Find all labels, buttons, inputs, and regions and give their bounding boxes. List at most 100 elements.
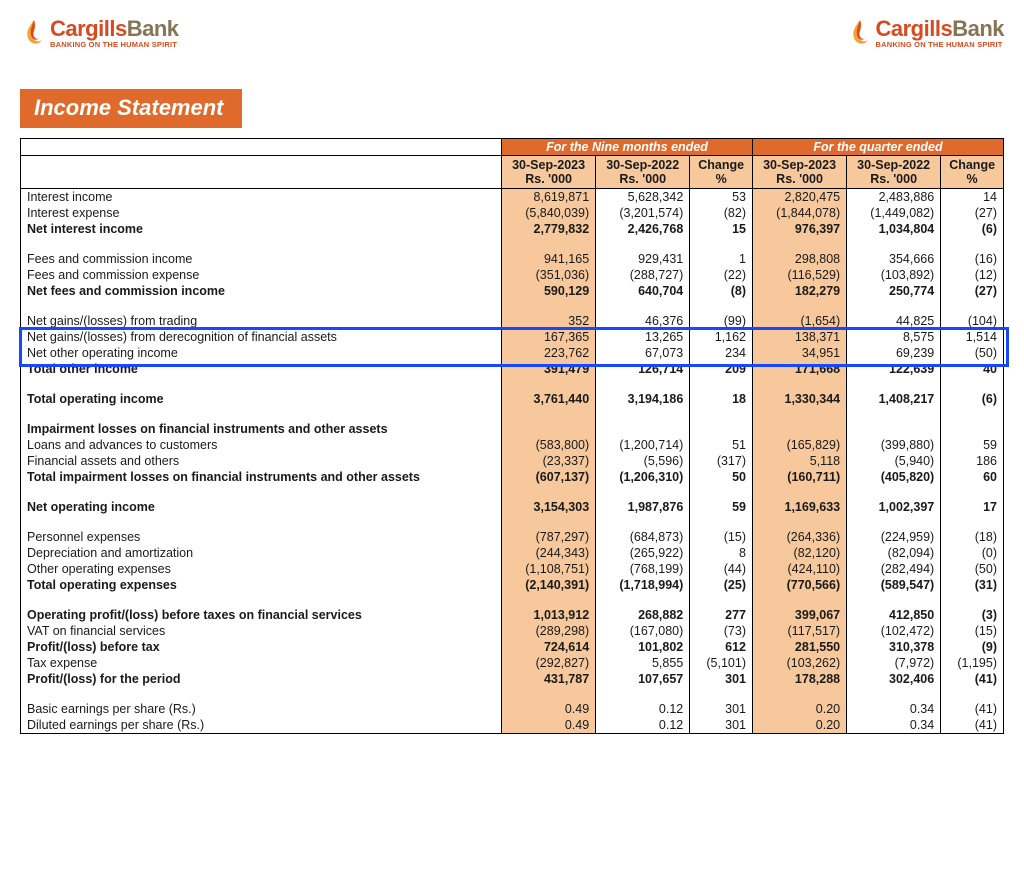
cell: (1,108,751) — [502, 561, 596, 577]
table-row: Net fees and commission income590,129640… — [21, 283, 1004, 299]
cell: (3,201,574) — [596, 205, 690, 221]
row-label: Personnel expenses — [21, 529, 502, 545]
cell: 0.49 — [502, 717, 596, 734]
cell: 8 — [690, 545, 753, 561]
spacer-row — [21, 377, 1004, 391]
logo-tagline: BANKING ON THE HUMAN SPIRIT — [50, 41, 179, 49]
flame-icon — [20, 18, 48, 48]
cell: 60 — [941, 469, 1004, 485]
cell: (1,654) — [753, 313, 847, 329]
cell: (102,472) — [847, 623, 941, 639]
cell: (31) — [941, 577, 1004, 593]
cell: 590,129 — [502, 283, 596, 299]
cell: (41) — [941, 717, 1004, 734]
row-label: Profit/(loss) before tax — [21, 639, 502, 655]
cell: (27) — [941, 205, 1004, 221]
cell: (18) — [941, 529, 1004, 545]
table-row: Impairment losses on financial instrumen… — [21, 421, 1004, 437]
row-label: Basic earnings per share (Rs.) — [21, 701, 502, 717]
cell: 53 — [690, 189, 753, 206]
cell: (282,494) — [847, 561, 941, 577]
cell: 50 — [690, 469, 753, 485]
cell: 1,034,804 — [847, 221, 941, 237]
spacer-row — [21, 515, 1004, 529]
cell: 0.12 — [596, 701, 690, 717]
cell: 250,774 — [847, 283, 941, 299]
cell: (1,718,994) — [596, 577, 690, 593]
cell: (50) — [941, 345, 1004, 361]
cell: (167,080) — [596, 623, 690, 639]
spacer-row — [21, 299, 1004, 313]
cell: (289,298) — [502, 623, 596, 639]
cell: (1,449,082) — [847, 205, 941, 221]
row-label: Total operating income — [21, 391, 502, 407]
cell: (5,101) — [690, 655, 753, 671]
table-row: Other operating expenses(1,108,751)(768,… — [21, 561, 1004, 577]
table-row: Interest income8,619,8715,628,342532,820… — [21, 189, 1004, 206]
cell: (117,517) — [753, 623, 847, 639]
col-header: 30-Sep-2023Rs. '000 — [502, 155, 596, 189]
cell: 354,666 — [847, 251, 941, 267]
cell: 46,376 — [596, 313, 690, 329]
logo-wordmark: CargillsBank — [876, 18, 1005, 40]
logo-text: CargillsBank BANKING ON THE HUMAN SPIRIT — [876, 18, 1005, 49]
cell: 171,668 — [753, 361, 847, 377]
row-label: Net gains/(losses) from derecognition of… — [21, 329, 502, 345]
cell: (160,711) — [753, 469, 847, 485]
logo-left: CargillsBank BANKING ON THE HUMAN SPIRIT — [20, 18, 179, 49]
cell: 1,013,912 — [502, 607, 596, 623]
cell: (5,940) — [847, 453, 941, 469]
cell: (583,800) — [502, 437, 596, 453]
cell: 34,951 — [753, 345, 847, 361]
period-header-nine-months: For the Nine months ended — [502, 138, 753, 155]
cell: 2,779,832 — [502, 221, 596, 237]
row-label: Profit/(loss) for the period — [21, 671, 502, 687]
cell: 67,073 — [596, 345, 690, 361]
cell: 234 — [690, 345, 753, 361]
row-label: Fees and commission income — [21, 251, 502, 267]
cell: 281,550 — [753, 639, 847, 655]
cell: 182,279 — [753, 283, 847, 299]
cell: 0.12 — [596, 717, 690, 734]
cell: 5,855 — [596, 655, 690, 671]
cell: (82) — [690, 205, 753, 221]
table-row: Financial assets and others(23,337)(5,59… — [21, 453, 1004, 469]
cell — [502, 421, 596, 437]
table-row: Fees and commission expense(351,036)(288… — [21, 267, 1004, 283]
cell: 2,820,475 — [753, 189, 847, 206]
cell: (244,343) — [502, 545, 596, 561]
cell: (607,137) — [502, 469, 596, 485]
cell: 0.34 — [847, 701, 941, 717]
cell: 5,628,342 — [596, 189, 690, 206]
cell: 69,239 — [847, 345, 941, 361]
cell: (9) — [941, 639, 1004, 655]
row-label: Net operating income — [21, 499, 502, 515]
cell: (25) — [690, 577, 753, 593]
cell: 13,265 — [596, 329, 690, 345]
table-row: Net gains/(losses) from trading35246,376… — [21, 313, 1004, 329]
row-label: Net other operating income — [21, 345, 502, 361]
cell: 223,762 — [502, 345, 596, 361]
col-header: 30-Sep-2022Rs. '000 — [847, 155, 941, 189]
cell: 101,802 — [596, 639, 690, 655]
cell: (103,262) — [753, 655, 847, 671]
table-row: Basic earnings per share (Rs.)0.490.1230… — [21, 701, 1004, 717]
cell: 3,154,303 — [502, 499, 596, 515]
page-title: Income Statement — [20, 89, 242, 128]
table-row: Personnel expenses(787,297)(684,873)(15)… — [21, 529, 1004, 545]
table-row: Operating profit/(loss) before taxes on … — [21, 607, 1004, 623]
cell: (41) — [941, 671, 1004, 687]
cell: 1,330,344 — [753, 391, 847, 407]
cell: (770,566) — [753, 577, 847, 593]
table-row: Total impairment losses on financial ins… — [21, 469, 1004, 485]
cell: (27) — [941, 283, 1004, 299]
cell: (1,195) — [941, 655, 1004, 671]
cell: (41) — [941, 701, 1004, 717]
cell: 138,371 — [753, 329, 847, 345]
cell: 3,761,440 — [502, 391, 596, 407]
row-label: Diluted earnings per share (Rs.) — [21, 717, 502, 734]
cell: 301 — [690, 671, 753, 687]
cell: 1,162 — [690, 329, 753, 345]
row-label: Interest expense — [21, 205, 502, 221]
cell: 15 — [690, 221, 753, 237]
